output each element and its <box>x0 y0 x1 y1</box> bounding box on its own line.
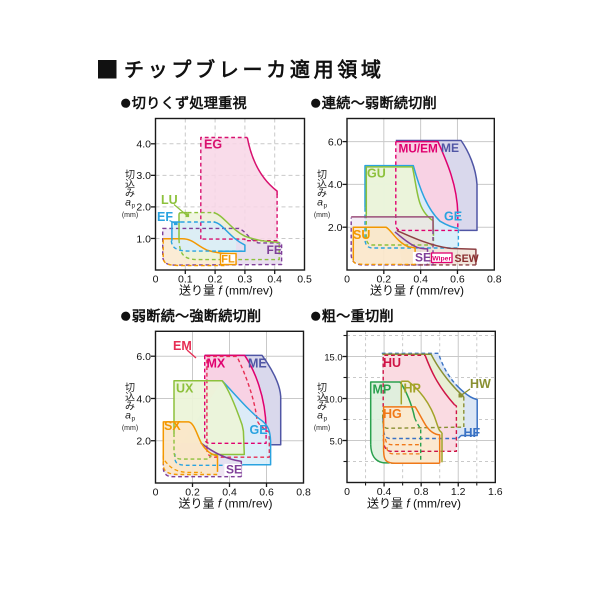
svg-text:込: 込 <box>125 391 135 403</box>
svg-text:切: 切 <box>125 382 135 394</box>
svg-text:み: み <box>125 189 135 200</box>
svg-text:送り量 f (mm/rev): 送り量 f (mm/rev) <box>370 283 464 298</box>
svg-text:0.4: 0.4 <box>222 487 237 499</box>
svg-text:0.4: 0.4 <box>377 486 392 498</box>
svg-text:GE: GE <box>250 423 268 437</box>
svg-text:15.0: 15.0 <box>324 352 342 362</box>
svg-text:0.8: 0.8 <box>414 486 429 498</box>
svg-text:0.8: 0.8 <box>296 487 311 499</box>
svg-text:4.0: 4.0 <box>136 139 151 151</box>
svg-text:送り量 f (mm/rev): 送り量 f (mm/rev) <box>179 283 273 298</box>
svg-text:切: 切 <box>317 169 327 181</box>
svg-text:6.0: 6.0 <box>136 351 151 363</box>
svg-text:a: a <box>125 410 131 422</box>
svg-text:切: 切 <box>125 169 135 181</box>
svg-text:(mm): (mm) <box>314 212 330 219</box>
svg-text:HU: HU <box>383 356 401 370</box>
svg-text:弱断続～強断続切削: 弱断続～強断続切削 <box>132 308 261 325</box>
svg-text:p: p <box>132 203 136 210</box>
svg-text:SX: SX <box>164 419 181 433</box>
svg-text:(mm): (mm) <box>122 425 138 432</box>
svg-text:込: 込 <box>317 391 327 403</box>
svg-text:切りくず処理重視: 切りくず処理重視 <box>132 95 248 112</box>
svg-text:(mm): (mm) <box>122 212 138 219</box>
svg-text:0.2: 0.2 <box>185 487 200 499</box>
svg-text:0.8: 0.8 <box>487 274 502 286</box>
svg-text:p: p <box>132 416 136 423</box>
svg-text:a: a <box>317 410 323 422</box>
svg-text:MP: MP <box>373 383 392 397</box>
svg-text:SEW: SEW <box>455 253 479 265</box>
svg-text:p: p <box>324 416 328 423</box>
svg-text:込: 込 <box>317 178 327 190</box>
svg-text:10.0: 10.0 <box>324 394 342 404</box>
svg-text:0.2: 0.2 <box>377 274 392 286</box>
svg-text:ME: ME <box>248 357 267 371</box>
svg-text:1.0: 1.0 <box>136 233 151 245</box>
svg-text:0: 0 <box>344 486 350 498</box>
svg-text:み: み <box>317 402 327 413</box>
svg-text:SE: SE <box>226 463 242 477</box>
svg-text:HG: HG <box>383 407 402 421</box>
svg-text:4.0: 4.0 <box>136 393 151 405</box>
svg-text:6.0: 6.0 <box>328 136 343 148</box>
svg-text:GE: GE <box>444 210 462 224</box>
svg-text:a: a <box>317 197 323 209</box>
svg-text:2.0: 2.0 <box>136 202 151 214</box>
svg-text:ME: ME <box>441 141 459 155</box>
svg-text:1.2: 1.2 <box>451 486 466 498</box>
svg-text:込: 込 <box>125 178 135 190</box>
svg-text:2.0: 2.0 <box>328 222 343 234</box>
svg-text:4.0: 4.0 <box>328 179 343 191</box>
svg-text:UX: UX <box>176 382 194 396</box>
svg-text:EM: EM <box>173 339 192 353</box>
svg-text:Wiper: Wiper <box>432 255 451 262</box>
svg-text:0: 0 <box>153 487 159 499</box>
svg-text:5.0: 5.0 <box>330 436 343 446</box>
svg-text:0.4: 0.4 <box>413 274 428 286</box>
svg-text:粗～重切削: 粗～重切削 <box>322 308 394 325</box>
svg-text:2.0: 2.0 <box>136 436 151 448</box>
svg-text:FL: FL <box>221 254 235 266</box>
svg-text:み: み <box>317 189 327 200</box>
svg-text:EF: EF <box>157 210 173 224</box>
svg-text:送り量 f (mm/rev): 送り量 f (mm/rev) <box>367 496 461 511</box>
svg-text:0.1: 0.1 <box>178 274 193 286</box>
svg-text:MU/EM: MU/EM <box>399 142 438 156</box>
svg-text:SE: SE <box>415 251 431 265</box>
svg-text:0.6: 0.6 <box>450 274 465 286</box>
svg-text:HF: HF <box>464 426 481 440</box>
svg-text:(mm): (mm) <box>314 425 330 432</box>
svg-text:0.2: 0.2 <box>208 274 223 286</box>
svg-text:連続～弱断続切削: 連続～弱断続切削 <box>322 95 437 112</box>
svg-text:0.5: 0.5 <box>297 274 312 286</box>
svg-text:GU: GU <box>367 167 386 181</box>
svg-text:a: a <box>125 197 131 209</box>
svg-text:HW: HW <box>470 377 491 391</box>
svg-text:1.6: 1.6 <box>488 486 503 498</box>
svg-text:LU: LU <box>161 193 178 207</box>
svg-text:切: 切 <box>317 382 327 394</box>
svg-text:み: み <box>125 402 135 413</box>
svg-text:送り量 f (mm/rev): 送り量 f (mm/rev) <box>178 496 272 511</box>
svg-text:0.4: 0.4 <box>267 274 282 286</box>
svg-text:0: 0 <box>344 274 350 286</box>
svg-text:MX: MX <box>207 357 226 371</box>
svg-text:p: p <box>324 203 328 210</box>
svg-text:FE: FE <box>267 243 282 257</box>
svg-text:0.6: 0.6 <box>259 487 274 499</box>
svg-text:チップブレーカ適用領域: チップブレーカ適用領域 <box>124 57 385 81</box>
svg-text:3.0: 3.0 <box>136 170 151 182</box>
svg-text:SU: SU <box>353 228 370 242</box>
svg-text:0: 0 <box>153 274 159 286</box>
svg-text:EG: EG <box>204 138 222 152</box>
svg-text:HP: HP <box>404 382 421 396</box>
svg-text:0.3: 0.3 <box>238 274 253 286</box>
